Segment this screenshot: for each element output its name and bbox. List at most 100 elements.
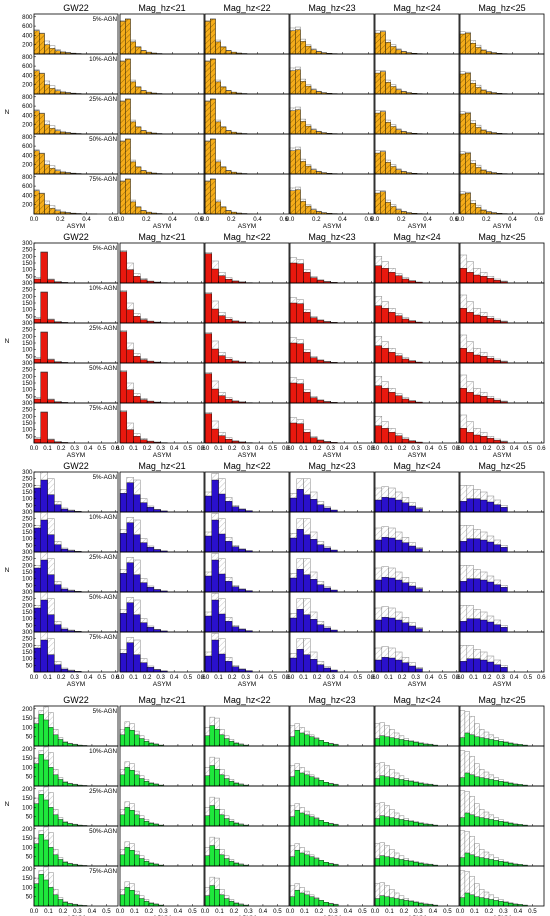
- agn-bar: [129, 849, 135, 867]
- y-tick-label: 100: [22, 427, 33, 434]
- histogram-panel: [459, 511, 545, 553]
- y-tick-label: 50: [26, 622, 33, 629]
- agn-bar-hatch: [401, 211, 407, 214]
- x-tick-label: 0.5: [183, 445, 192, 452]
- agn-bar: [466, 352, 474, 364]
- agn-bar-hatch: [236, 93, 242, 94]
- x-tick-label: 0.5: [438, 674, 447, 681]
- agn-bar: [214, 729, 220, 747]
- panel-frame: [374, 865, 460, 907]
- agn-bar: [310, 619, 318, 633]
- x-tick-label: 0.6: [449, 216, 458, 223]
- agn-bar: [493, 624, 501, 633]
- histogram-panel: [459, 471, 545, 513]
- histogram-panel: [459, 745, 545, 787]
- histogram-panel: 0.0 0.1 0.2 0.3 0.4 0.5 0.6: [116, 631, 206, 681]
- agn-bar: [316, 504, 325, 513]
- agn-bar-hatch: [39, 193, 45, 214]
- agn-bar: [43, 759, 49, 787]
- agn-bar: [408, 781, 414, 787]
- histogram-panel: 0.0 0.1 0.2 0.3 0.4 0.5 0.6: [116, 402, 206, 452]
- histogram-panel: [459, 13, 545, 55]
- agn-bar-hatch: [305, 126, 311, 134]
- agn-bar: [508, 863, 514, 867]
- agn-bar: [469, 814, 475, 827]
- agn-bar: [381, 657, 389, 673]
- histogram-panel: 0.0 0.2 0.4 0.6: [371, 173, 460, 223]
- histogram-panel: [289, 825, 375, 867]
- x-tick-label: 0.0: [371, 216, 380, 223]
- agn-bar: [310, 357, 318, 364]
- agn-bar: [493, 860, 499, 867]
- x-axis-label: ASYM: [408, 452, 426, 459]
- agn-bar: [395, 315, 403, 324]
- y-tick-label: 250: [22, 287, 33, 294]
- agn-bar: [480, 316, 488, 324]
- histogram-panel: [204, 551, 290, 593]
- agn-bar: [418, 823, 424, 827]
- agn-bar: [374, 265, 382, 284]
- histogram-panel: [374, 13, 460, 55]
- agn-bar-hatch: [125, 59, 131, 94]
- agn-bar: [313, 738, 320, 747]
- agn-bar: [119, 573, 127, 593]
- agn-bar: [503, 862, 509, 867]
- agn-bar: [381, 577, 389, 593]
- agn-bar: [479, 857, 485, 867]
- agn-bar: [119, 774, 126, 787]
- agn-bar-hatch: [120, 21, 126, 54]
- y-tick-label: 200: [22, 413, 33, 420]
- agn-bar: [486, 278, 495, 284]
- histogram-panel: [374, 322, 460, 364]
- agn-bar-hatch: [55, 90, 61, 94]
- agn-bar: [60, 548, 69, 553]
- agn-bar: [60, 588, 69, 593]
- agn-bar: [388, 352, 396, 364]
- agn-bar: [148, 823, 154, 827]
- agn-bar: [40, 372, 48, 404]
- agn-bar: [225, 359, 233, 364]
- x-tick-label: 0.6: [537, 445, 546, 452]
- agn-bar: [119, 854, 126, 867]
- histogram-panel: [289, 471, 375, 513]
- agn-bar-hatch: [44, 44, 50, 54]
- agn-bar-hatch: [406, 212, 412, 214]
- y-tick-label: 150: [22, 609, 33, 616]
- agn-bar: [119, 291, 127, 324]
- x-tick-label: 0.5: [268, 674, 277, 681]
- agn-bar: [40, 559, 48, 593]
- x-tick-label: 0.2: [397, 216, 406, 223]
- agn-bar: [233, 903, 239, 907]
- agn-bar: [395, 499, 403, 513]
- y-tick-label: 100: [22, 844, 33, 851]
- x-tick-label: 0.6: [282, 674, 291, 681]
- agn-bar: [466, 538, 474, 553]
- agn-bar: [313, 898, 320, 907]
- x-tick-label: 0.2: [143, 674, 152, 681]
- agn-bar: [224, 898, 230, 907]
- agn-bar: [228, 741, 235, 747]
- agn-bar: [388, 392, 396, 404]
- agn-bar-hatch: [125, 139, 131, 174]
- agn-bar: [480, 276, 488, 284]
- x-tick-label: 0.6: [197, 445, 206, 452]
- agn-bar: [309, 736, 315, 747]
- histogram-panel: 0.0 0.1 0.2 0.3 0.4 0.5 0.6: [201, 402, 291, 452]
- agn-bar: [53, 734, 59, 747]
- x-tick-label: 0.2: [313, 445, 322, 452]
- agn-bar-hatch: [44, 124, 50, 134]
- histogram-panel: 0.0 0.1 0.2 0.3 0.4 0.5 0.6: [371, 402, 461, 452]
- row-label: 25%-AGN: [89, 554, 117, 561]
- agn-bar: [289, 657, 297, 673]
- agn-bar: [323, 547, 331, 553]
- agn-bar: [415, 668, 423, 673]
- agn-bar: [134, 774, 140, 787]
- x-tick-label: 0.2: [485, 908, 494, 915]
- agn-bar-hatch: [141, 50, 147, 54]
- y-tick-label: 100: [22, 307, 33, 314]
- panel-frame: [289, 402, 375, 444]
- agn-bar: [43, 879, 49, 907]
- agn-bar: [218, 315, 226, 324]
- histogram-panel: [459, 322, 545, 364]
- agn-bar-hatch: [215, 121, 221, 134]
